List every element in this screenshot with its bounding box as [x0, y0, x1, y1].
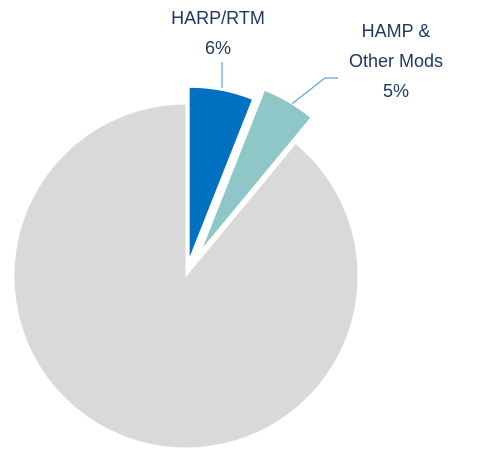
pie-slice	[188, 86, 254, 260]
pie-slice	[200, 89, 312, 251]
value-label: 5%	[382, 81, 409, 101]
leader-line	[283, 77, 338, 111]
slice-label: HAMP & Other Mods	[348, 21, 444, 71]
value-label: 6%	[204, 38, 231, 58]
pie-slice	[13, 103, 359, 449]
slice-label: HARP/RTM	[171, 8, 265, 28]
